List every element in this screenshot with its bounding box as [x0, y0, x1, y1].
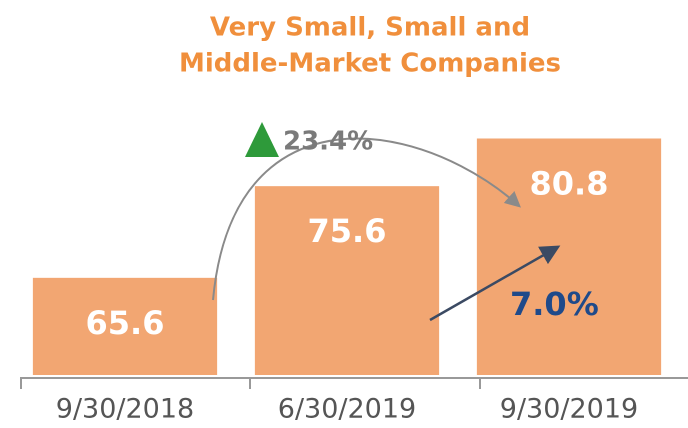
bars: 65.6 75.6 80.8 — [32, 138, 662, 375]
up-triangle — [245, 122, 279, 157]
bar — [32, 277, 218, 375]
value-label: 75.6 — [308, 212, 387, 250]
x-tick-label: 9/30/2018 — [56, 394, 194, 425]
chart-title: Middle-Market Companies — [179, 49, 561, 79]
chart-title: Very Small, Small and — [210, 13, 530, 43]
bar — [476, 138, 662, 375]
growth-arrow — [429, 245, 561, 322]
value-label: 80.8 — [530, 165, 609, 203]
annotation: 7.0% — [510, 285, 599, 323]
x-tick-label: 6/30/2019 — [278, 394, 416, 425]
bar — [254, 186, 440, 375]
growth-arrow — [212, 137, 521, 301]
value-label: 65.6 — [86, 304, 165, 342]
annotation: 23.4% — [283, 127, 373, 157]
x-tick-label: 9/30/2019 — [500, 394, 638, 425]
